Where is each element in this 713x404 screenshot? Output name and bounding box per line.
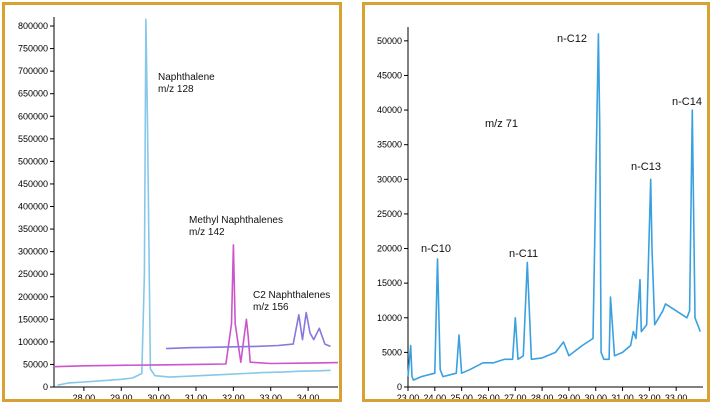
x-tick-label: 32.00 [638,393,661,399]
peak-annotation-mz: m/z 128 [158,84,194,95]
y-tick-label: 100000 [18,337,48,347]
y-tick-label: 20000 [377,244,402,254]
chart-panel-right: 0 5000 10000 15000 20000 25000 30000 35000 40000… [362,2,710,402]
chart-left-svg: 0 50000 100000 150000 200000 250000 300000 3500… [18,17,339,399]
y-tick-label: 50000 [377,36,402,46]
y-tick-label: 30000 [377,174,402,184]
x-tick-label: 27.00 [504,393,527,399]
peak-annotation-name: C2 Naphthalenes [253,290,330,301]
x-tick-label: 30.00 [147,393,170,399]
x-tick-label: 24.00 [424,393,447,399]
peak-annotation: n-C11 [509,248,538,260]
y-tick-label: 600000 [18,111,48,121]
peak-annotation-name: Methyl Naphthalenes [189,215,283,226]
x-tick-label: 26.00 [477,393,500,399]
y-tick-label: 10000 [377,313,402,323]
chart-panel-left: 0 50000 100000 150000 200000 250000 300000 3500… [2,2,342,402]
y-tick-label: 250000 [18,269,48,279]
series-line-2 [53,244,339,368]
x-tick-label: 31.00 [185,393,208,399]
x-tick-label: 33.00 [259,393,282,399]
y-tick-label: 5000 [382,347,402,357]
y-tick-label: 0 [397,382,402,392]
y-tick-label: 400000 [18,202,48,212]
y-tick-label: 25000 [377,209,402,219]
y-tick-label: 750000 [18,44,48,54]
series-line-1 [407,33,702,381]
peak-annotation: n-C14 [672,96,702,108]
series-line-3 [166,311,331,350]
chart-right-svg: 0 5000 10000 15000 20000 25000 30000 35000 40000… [377,27,703,399]
peak-annotation: m/z 71 [485,118,518,130]
peak-annotation: n-C10 [421,243,451,255]
x-tick-label: 33.00 [665,393,688,399]
y-tick-label: 35000 [377,140,402,150]
y-tick-label: 150000 [18,314,48,324]
x-tick-label: 34.00 [297,393,320,399]
x-tick-label: 29.00 [558,393,581,399]
y-tick-label: 50000 [23,359,48,369]
x-tick-label: 30.00 [584,393,607,399]
peak-annotation: n-C13 [631,161,661,173]
x-tick-label: 28.00 [531,393,554,399]
y-tick-label: 200000 [18,292,48,302]
y-tick-label: 45000 [377,70,402,80]
series-line-1 [57,18,331,386]
peak-annotation: n-C12 [557,33,587,45]
y-tick-label: 350000 [18,224,48,234]
y-tick-label: 450000 [18,179,48,189]
y-tick-label: 15000 [377,278,402,288]
peak-annotation-mz: m/z 156 [253,302,289,313]
y-tick-label: 40000 [377,105,402,115]
peak-annotation-mz: m/z 142 [189,227,225,238]
x-tick-label: 25.00 [450,393,473,399]
x-tick-label: 23.00 [397,393,420,399]
y-tick-label: 550000 [18,134,48,144]
x-tick-label: 28.00 [73,393,96,399]
x-tick-label: 32.00 [222,393,245,399]
y-tick-label: 500000 [18,156,48,166]
y-tick-label: 800000 [18,21,48,31]
y-tick-label: 0 [43,382,48,392]
y-tick-label: 700000 [18,66,48,76]
x-tick-label: 29.00 [110,393,133,399]
y-tick-label: 300000 [18,247,48,257]
x-tick-label: 31.00 [611,393,634,399]
peak-annotation-name: Naphthalene [158,72,215,83]
y-tick-label: 650000 [18,89,48,99]
